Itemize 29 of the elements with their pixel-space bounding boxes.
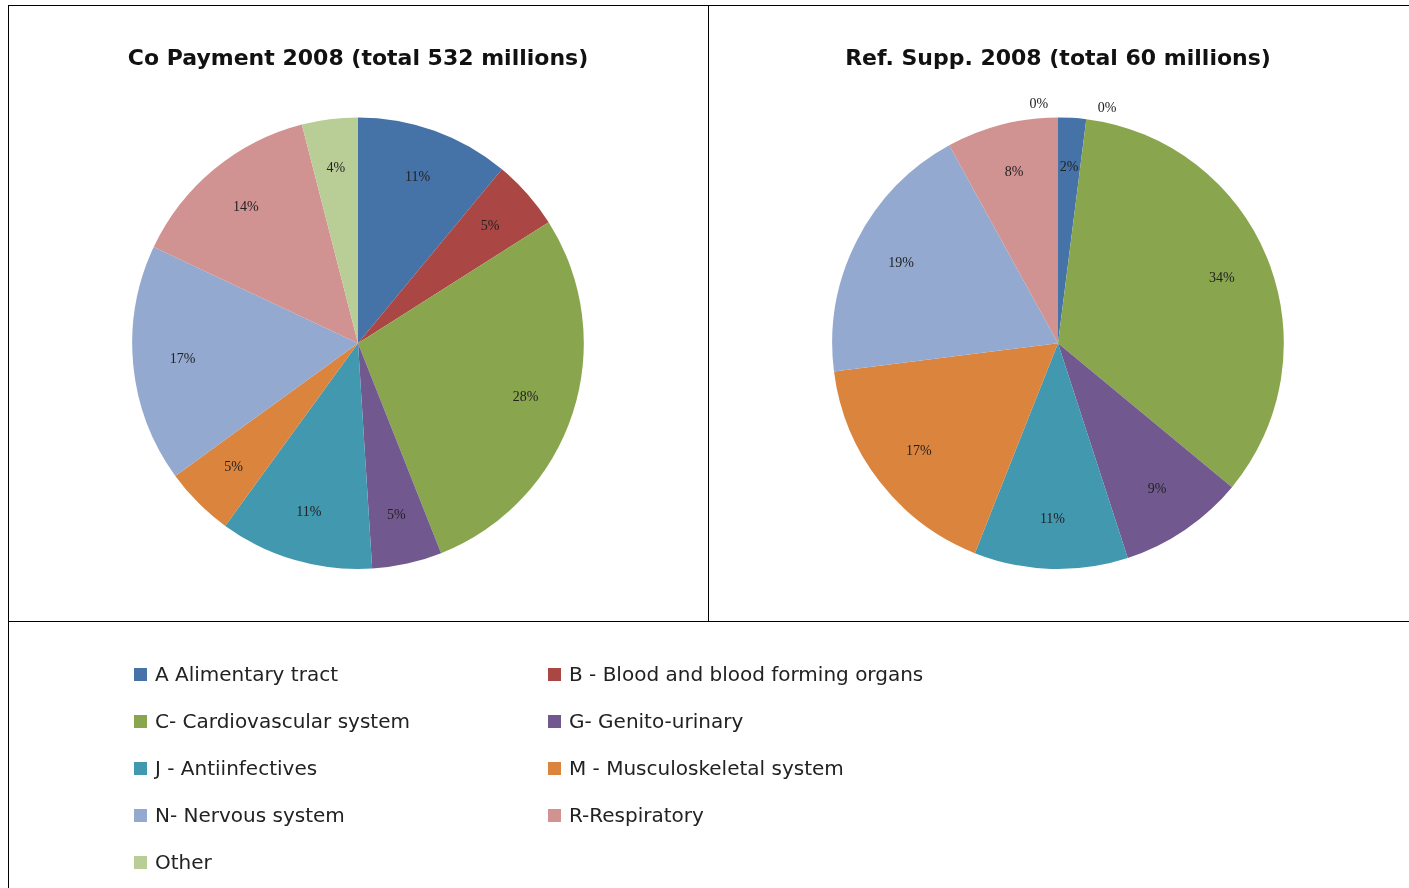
chart-title: Ref. Supp. 2008 (total 60 millions) bbox=[845, 44, 1271, 70]
data-label: 5% bbox=[480, 218, 500, 234]
text: 0% bbox=[1029, 95, 1049, 111]
legend-label: Other bbox=[155, 850, 212, 874]
legend-label: R-Respiratory bbox=[569, 803, 704, 827]
text: 0% bbox=[1097, 100, 1117, 116]
legend-label: G- Genito-urinary bbox=[569, 709, 744, 733]
data-label: 17% bbox=[906, 442, 932, 458]
data-label: 28% bbox=[512, 389, 539, 405]
data-label: 19% bbox=[888, 254, 915, 270]
data-label: 11% bbox=[1039, 510, 1066, 526]
data-label: 2% bbox=[1059, 159, 1079, 175]
data-label: 8% bbox=[1004, 164, 1024, 180]
chart-title: Co Payment 2008 (total 532 millions) bbox=[127, 44, 589, 70]
data-label: 14% bbox=[232, 199, 259, 215]
legend-label: A Alimentary tract bbox=[155, 662, 338, 686]
data-label: 4% bbox=[326, 160, 346, 176]
legend-label: B - Blood and blood forming organs bbox=[569, 662, 924, 686]
legend-label: N- Nervous system bbox=[155, 803, 345, 827]
data-label: 34% bbox=[1208, 270, 1235, 286]
data-label: 5% bbox=[387, 506, 407, 522]
data-label: 17% bbox=[169, 351, 196, 367]
data-label: 9% bbox=[1147, 480, 1167, 496]
legend-label: M - Musculoskeletal system bbox=[569, 756, 844, 780]
legend-label: J - Antiinfectives bbox=[155, 756, 318, 780]
data-label: 11% bbox=[296, 504, 322, 519]
legend-label: C- Cardiovascular system bbox=[155, 709, 410, 733]
data-label: 5% bbox=[224, 459, 244, 475]
data-label: 11% bbox=[405, 169, 431, 185]
